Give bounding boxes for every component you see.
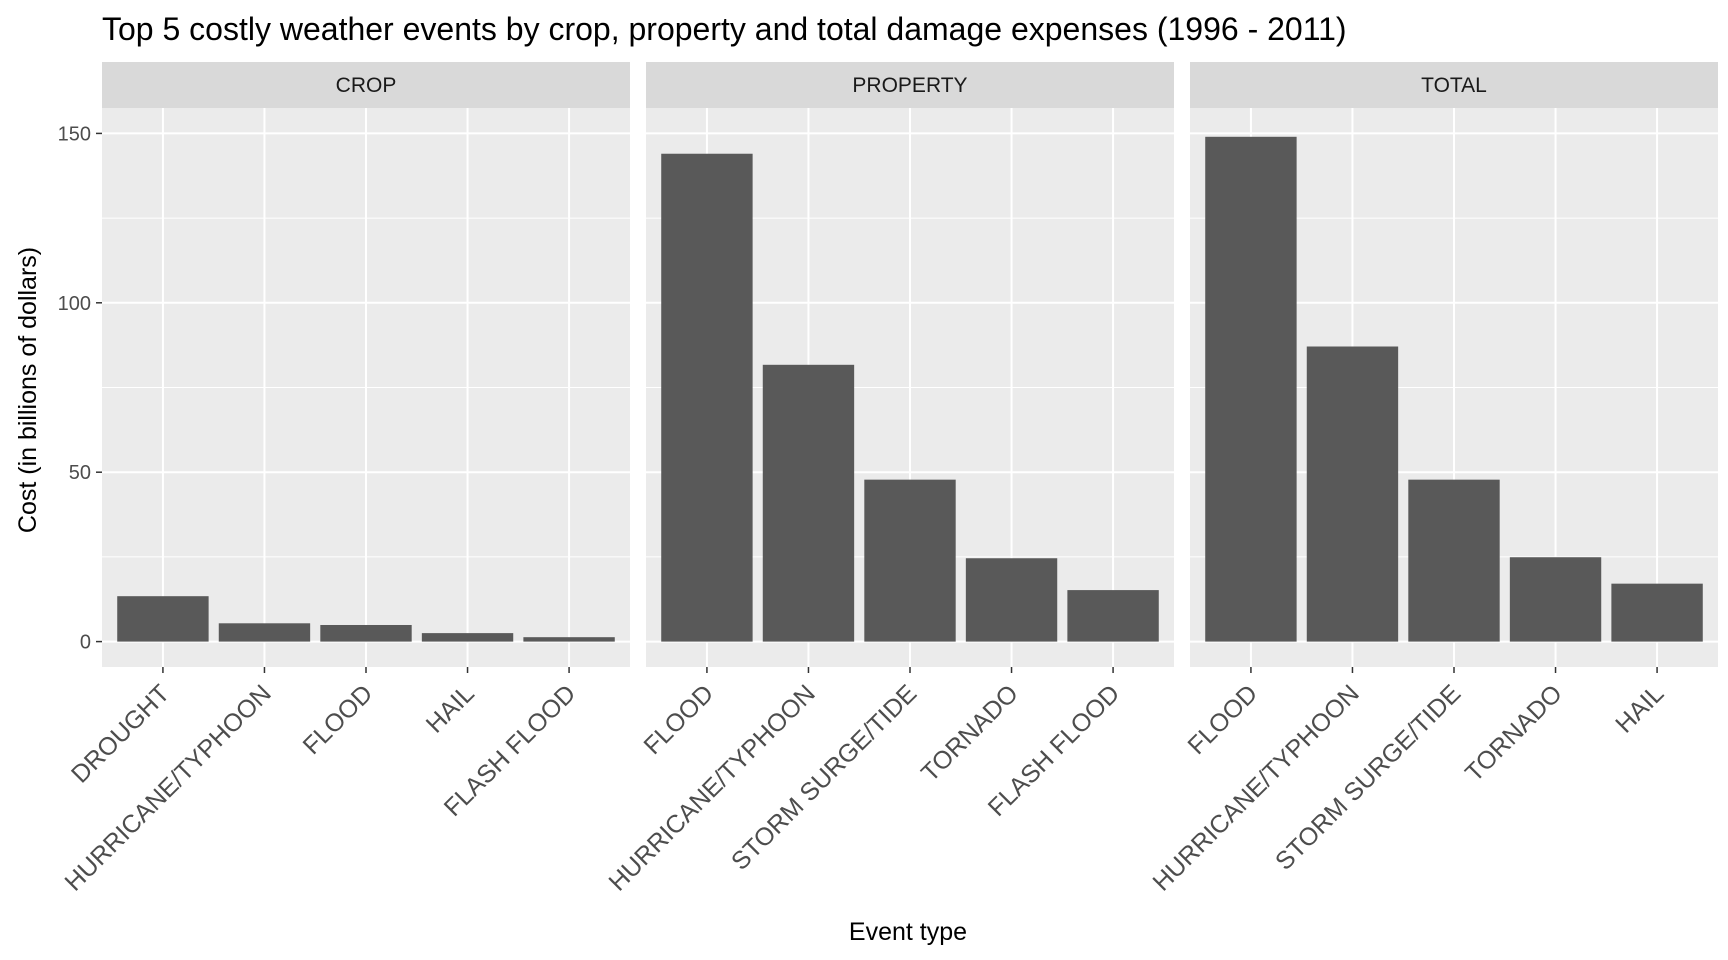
bar-total-5 xyxy=(1611,583,1703,642)
y-tick-label: 100 xyxy=(58,293,91,315)
y-tick-label: 0 xyxy=(80,632,91,654)
facet-strip xyxy=(102,62,630,108)
facet-strip-label: CROP xyxy=(336,74,397,97)
y-tick-label: 50 xyxy=(69,462,91,484)
x-tick-label: STORM SURGE/TIDE xyxy=(726,679,922,875)
y-tick-label: 150 xyxy=(58,123,91,145)
bar-crop-2 xyxy=(218,623,311,642)
bar-total-3 xyxy=(1408,479,1500,642)
x-tick-label: STORM SURGE/TIDE xyxy=(1270,679,1466,875)
facet-strip xyxy=(1190,62,1718,108)
bar-total-1 xyxy=(1205,136,1297,642)
bar-property-3 xyxy=(864,479,956,642)
facet-strip-label: PROPERTY xyxy=(852,74,967,97)
x-tick-label: HURRICANE/TYPHOON xyxy=(603,679,820,896)
x-tick-label: TORNADO xyxy=(1460,679,1568,787)
facet-strip-label: TOTAL xyxy=(1421,74,1487,97)
bar-crop-1 xyxy=(117,596,209,642)
x-tick-label: FLOOD xyxy=(638,679,719,760)
bar-crop-4 xyxy=(421,633,514,642)
x-tick-label: TORNADO xyxy=(916,679,1024,787)
bar-crop-5 xyxy=(523,637,615,642)
x-tick-label: HAIL xyxy=(421,679,480,738)
y-axis-title: Cost (in billions of dollars) xyxy=(14,247,42,533)
bar-property-4 xyxy=(965,558,1058,642)
bar-total-2 xyxy=(1306,346,1399,642)
x-tick-label: DROUGHT xyxy=(66,679,175,788)
bar-property-5 xyxy=(1067,590,1159,642)
facet-strip xyxy=(646,62,1174,108)
bar-crop-3 xyxy=(320,624,412,642)
x-tick-label: FLOOD xyxy=(298,679,379,760)
x-tick-label: HURRICANE/TYPHOON xyxy=(59,679,276,896)
x-tick-label: HURRICANE/TYPHOON xyxy=(1147,679,1364,896)
chart-title: Top 5 costly weather events by crop, pro… xyxy=(102,11,1347,47)
x-tick-label: HAIL xyxy=(1610,679,1669,738)
bar-total-4 xyxy=(1509,557,1602,642)
bar-property-1 xyxy=(661,153,753,642)
bar-property-2 xyxy=(762,364,855,642)
x-axis-title: Event type xyxy=(849,918,967,946)
x-tick-label: FLOOD xyxy=(1182,679,1263,760)
